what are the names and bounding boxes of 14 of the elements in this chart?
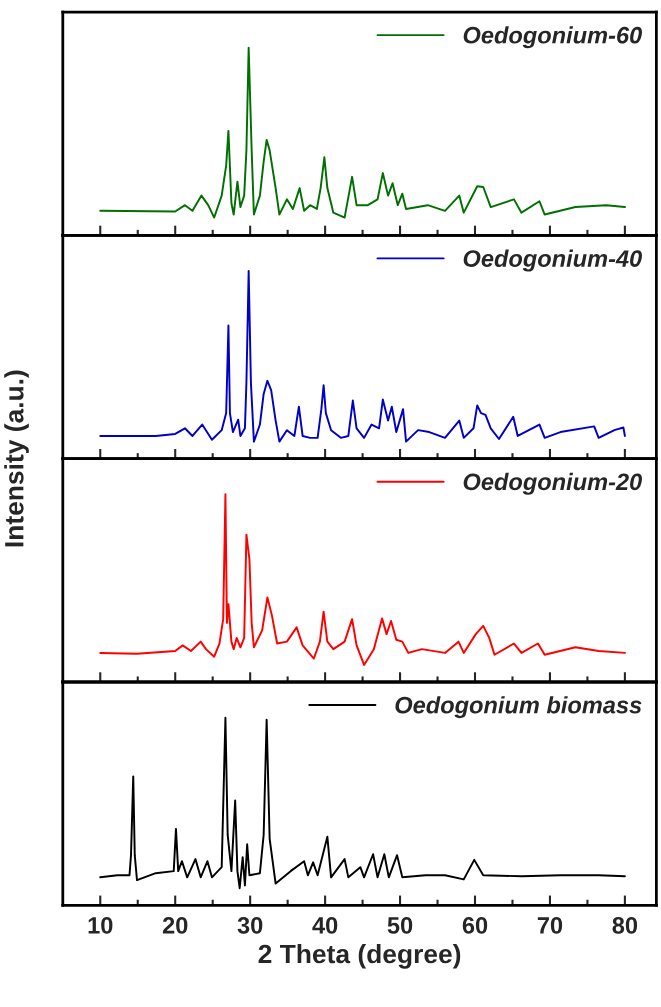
x-tick-label: 20	[162, 917, 188, 934]
x-tick-label: 80	[612, 917, 638, 934]
legend-label: Oedogonium-60	[463, 26, 642, 49]
x-tick-label: 40	[312, 917, 338, 934]
legend-label: Oedogonium-20	[463, 472, 642, 495]
x-tick-label: 30	[237, 917, 263, 934]
x-axis-title: 2 Theta (degree)	[258, 943, 461, 969]
x-tick-label: 10	[88, 917, 113, 934]
y-axis-title: Intensity (a.u.)	[4, 370, 29, 547]
x-tick-label: 70	[537, 917, 563, 934]
x-tick-label: 60	[462, 917, 488, 934]
legend-label: Oedogonium biomass	[395, 696, 642, 719]
x-tick-label: 50	[387, 917, 413, 934]
legend-label: Oedogonium-40	[463, 249, 642, 272]
